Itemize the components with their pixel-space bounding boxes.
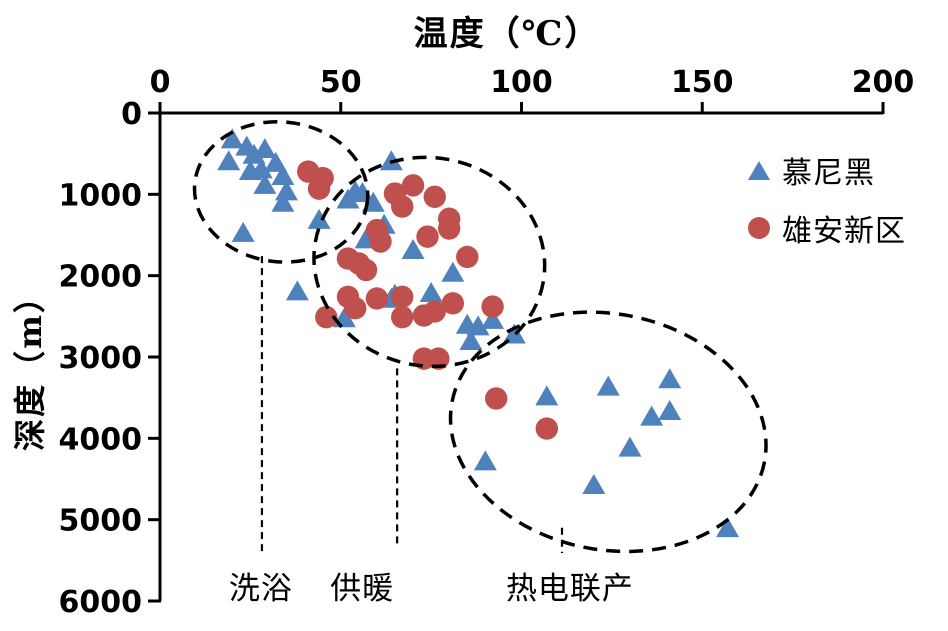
y-axis-title: 深度（m） [11,279,49,451]
data-point-munich [535,385,559,406]
data-point-munich [596,375,620,396]
legend-label-xiongan: 雄安新区 [782,214,906,249]
legend-item-munich: 慕尼黑 [748,150,906,191]
data-point-xiongan [535,417,559,440]
data-point-munich [242,143,266,164]
data-point-munich [271,191,295,212]
y-tick-label: 6000 [59,585,143,620]
data-point-munich [238,160,262,181]
y-tick-label: 5000 [59,504,143,539]
cluster-ellipse [192,119,370,264]
x-tick-label: 150 [671,65,734,100]
y-tick-label: 0 [121,97,142,132]
legend: 慕尼黑 雄安新区 [748,150,906,266]
data-point-munich [640,405,664,426]
data-point-xiongan [423,300,446,323]
annotation-label: 洗浴 [229,571,293,607]
x-tick-label: 50 [320,65,362,100]
data-point-munich [441,261,465,282]
data-point-munich [618,436,642,457]
data-point-munich [459,330,483,351]
data-point-xiongan [369,230,392,253]
data-point-munich [253,173,277,194]
data-point-munich [217,150,241,171]
data-point-xiongan [391,285,414,309]
circle-marker-icon [748,217,770,239]
data-point-xiongan [423,185,446,208]
data-point-munich [582,474,606,495]
data-point-xiongan [441,292,465,315]
x-tick-label: 100 [490,65,553,100]
annotation-label: 热电联产 [506,571,634,607]
data-point-munich [716,517,740,538]
data-point-munich [275,180,299,201]
y-tick-label: 2000 [59,260,143,295]
data-point-xiongan [365,287,389,310]
data-point-xiongan [401,174,425,197]
data-point-munich [658,368,682,389]
data-point-xiongan [481,295,504,318]
data-point-munich [401,238,425,259]
data-point-munich [231,221,255,242]
cluster-ellipse [448,310,768,554]
data-point-xiongan [354,258,378,282]
data-point-xiongan [438,217,461,240]
data-point-munich [220,128,244,149]
legend-label-munich: 慕尼黑 [782,156,875,191]
data-point-xiongan [307,177,331,200]
data-point-xiongan [315,305,338,329]
data-point-munich [307,208,331,229]
cluster-ellipse [312,155,547,369]
annotation-label: 供暖 [330,571,394,607]
data-point-xiongan [416,225,439,248]
data-point-munich [264,151,288,172]
data-point-munich [271,164,295,185]
data-point-xiongan [391,305,414,329]
data-point-xiongan [391,195,414,218]
triangle-marker-icon [748,160,770,180]
data-point-munich [466,315,490,336]
data-point-xiongan [344,296,367,320]
data-point-munich [502,323,526,344]
x-tick-label: 200 [852,65,915,100]
x-axis-title: 温度（℃） [413,14,601,54]
data-point-munich [253,138,277,159]
data-point-munich [419,282,443,303]
data-point-munich [473,450,497,471]
data-point-munich [481,308,505,329]
y-tick-label: 1000 [59,178,143,213]
y-tick-label: 3000 [59,341,143,376]
data-point-xiongan [484,387,508,410]
y-tick-label: 4000 [59,422,143,457]
data-point-xiongan [456,245,479,269]
legend-item-xiongan: 雄安新区 [748,208,906,249]
data-point-munich [285,280,309,301]
x-tick-label: 0 [150,65,171,100]
data-point-munich [658,399,682,420]
